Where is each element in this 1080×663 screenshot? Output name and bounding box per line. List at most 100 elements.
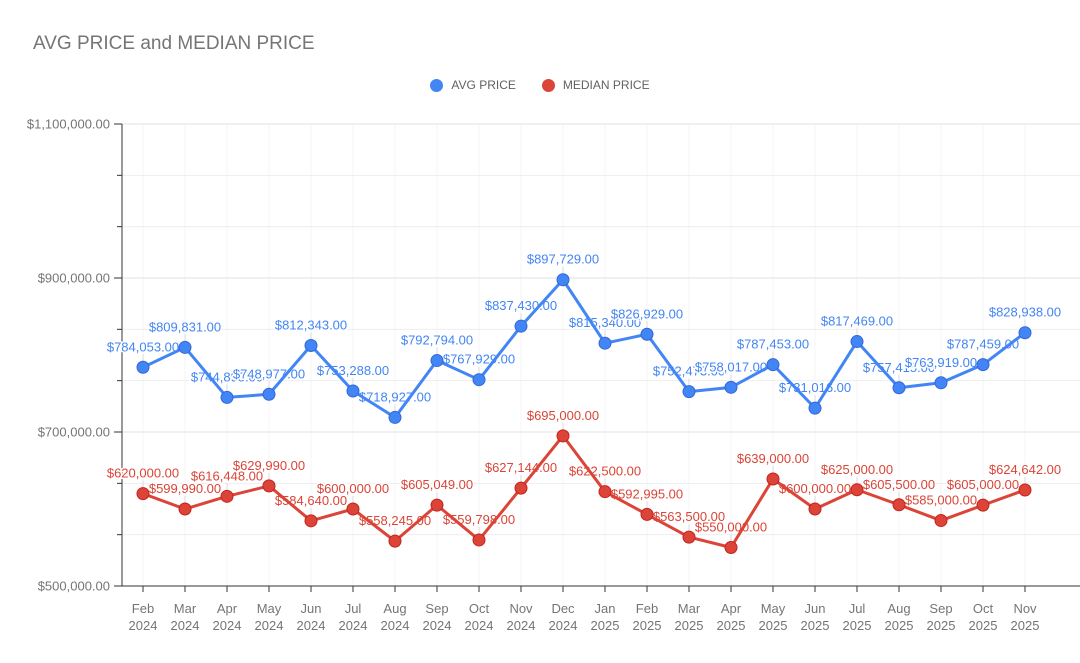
- x-axis-label-month: Nov: [509, 601, 533, 616]
- data-label: $625,000.00: [821, 462, 893, 477]
- x-axis-label-month: Apr: [217, 601, 238, 616]
- x-axis-label-year: 2025: [717, 618, 746, 633]
- data-label: $784,053.00: [107, 339, 179, 354]
- data-label: $624,642.00: [989, 462, 1061, 477]
- data-label: $605,000.00: [947, 477, 1019, 492]
- data-label: $757,415.00: [863, 360, 935, 375]
- data-label: $748,977.00: [233, 366, 305, 381]
- data-point: [934, 514, 948, 528]
- data-point: [262, 479, 276, 493]
- x-axis-label-year: 2024: [255, 618, 284, 633]
- data-point: [430, 498, 444, 512]
- data-point: [640, 507, 654, 521]
- x-axis-label-year: 2025: [591, 618, 620, 633]
- data-label: $792,794.00: [401, 333, 473, 348]
- data-point: [766, 358, 780, 372]
- data-point: [892, 498, 906, 512]
- data-point: [262, 387, 276, 401]
- data-label: $787,453.00: [737, 337, 809, 352]
- y-axis-label: $900,000.00: [38, 271, 110, 286]
- data-point: [850, 335, 864, 349]
- x-axis-label-year: 2025: [885, 618, 914, 633]
- data-point: [388, 410, 402, 424]
- x-axis-label-month: Apr: [721, 601, 742, 616]
- x-axis-label-month: Dec: [551, 601, 575, 616]
- data-point: [892, 381, 906, 395]
- data-point: [304, 514, 318, 528]
- data-point: [388, 534, 402, 548]
- data-label: $744,895.00: [191, 369, 263, 384]
- data-point: [304, 338, 318, 352]
- x-axis-label-year: 2025: [1011, 618, 1040, 633]
- data-label: $817,469.00: [821, 314, 893, 329]
- data-point: [724, 380, 738, 394]
- data-label: $550,000.00: [695, 520, 767, 535]
- x-axis-label-month: Aug: [383, 601, 406, 616]
- x-axis-label-year: 2024: [423, 618, 452, 633]
- data-label: $815,340.00: [569, 315, 641, 330]
- data-point: [430, 354, 444, 368]
- data-point: [178, 340, 192, 354]
- data-point: [346, 384, 360, 398]
- data-label: $758,017.00: [695, 359, 767, 374]
- data-point: [136, 487, 150, 501]
- data-label: $600,000.00: [779, 481, 851, 496]
- data-label: $600,000.00: [317, 481, 389, 496]
- x-axis-label-year: 2025: [843, 618, 872, 633]
- x-axis-label-month: Mar: [678, 601, 701, 616]
- y-axis-label: $700,000.00: [38, 425, 110, 440]
- x-axis-label-month: Jan: [595, 601, 616, 616]
- x-axis-label-year: 2024: [339, 618, 368, 633]
- data-point: [1018, 483, 1032, 497]
- data-label: $897,729.00: [527, 252, 599, 267]
- x-axis-label-month: Oct: [973, 601, 994, 616]
- x-axis-label-year: 2025: [927, 618, 956, 633]
- data-label: $620,000.00: [107, 466, 179, 481]
- x-axis-label-year: 2024: [129, 618, 158, 633]
- data-point: [346, 502, 360, 516]
- data-point: [808, 401, 822, 415]
- data-point: [934, 376, 948, 390]
- data-label: $639,000.00: [737, 451, 809, 466]
- legend-label-median-price: MEDIAN PRICE: [562, 78, 650, 92]
- data-point: [178, 502, 192, 516]
- data-label: $826,929.00: [611, 306, 683, 321]
- x-axis-label-year: 2025: [969, 618, 998, 633]
- x-axis-label-year: 2025: [633, 618, 662, 633]
- data-point: [598, 485, 612, 499]
- data-label: $622,500.00: [569, 464, 641, 479]
- x-axis-label-year: 2025: [801, 618, 830, 633]
- x-axis-label-month: Jul: [345, 601, 362, 616]
- data-point: [640, 327, 654, 341]
- x-axis-label-month: Mar: [174, 601, 197, 616]
- data-label: $763,919.00: [905, 355, 977, 370]
- avg-price-series-dot-icon: [430, 78, 444, 92]
- data-point: [472, 533, 486, 547]
- data-point: [220, 489, 234, 503]
- data-point: [136, 360, 150, 374]
- data-point: [724, 541, 738, 554]
- data-label: $809,831.00: [149, 319, 221, 334]
- legend-label-avg-price: AVG PRICE: [451, 78, 516, 92]
- x-axis-label-year: 2025: [675, 618, 704, 633]
- data-label: $629,990.00: [233, 458, 305, 473]
- data-point: [556, 273, 570, 287]
- data-label: $605,049.00: [401, 477, 473, 492]
- data-point: [976, 358, 990, 372]
- y-axis-label: $1,100,000.00: [27, 117, 110, 132]
- data-label: $828,938.00: [989, 305, 1061, 320]
- x-axis-label-year: 2024: [549, 618, 578, 633]
- x-axis-label-month: Sep: [425, 601, 448, 616]
- data-label: $812,343.00: [275, 317, 347, 332]
- data-point: [1018, 326, 1032, 340]
- data-point: [220, 390, 234, 404]
- x-axis-label-month: May: [257, 601, 282, 616]
- series-line-median-price: [141, 434, 1027, 549]
- x-axis-label-month: Nov: [1013, 601, 1037, 616]
- x-axis-label-year: 2024: [381, 618, 410, 633]
- x-axis-label-year: 2024: [213, 618, 242, 633]
- data-label: $627,144.00: [485, 460, 557, 475]
- x-axis-label-month: Jun: [301, 601, 322, 616]
- x-axis-label-year: 2024: [171, 618, 200, 633]
